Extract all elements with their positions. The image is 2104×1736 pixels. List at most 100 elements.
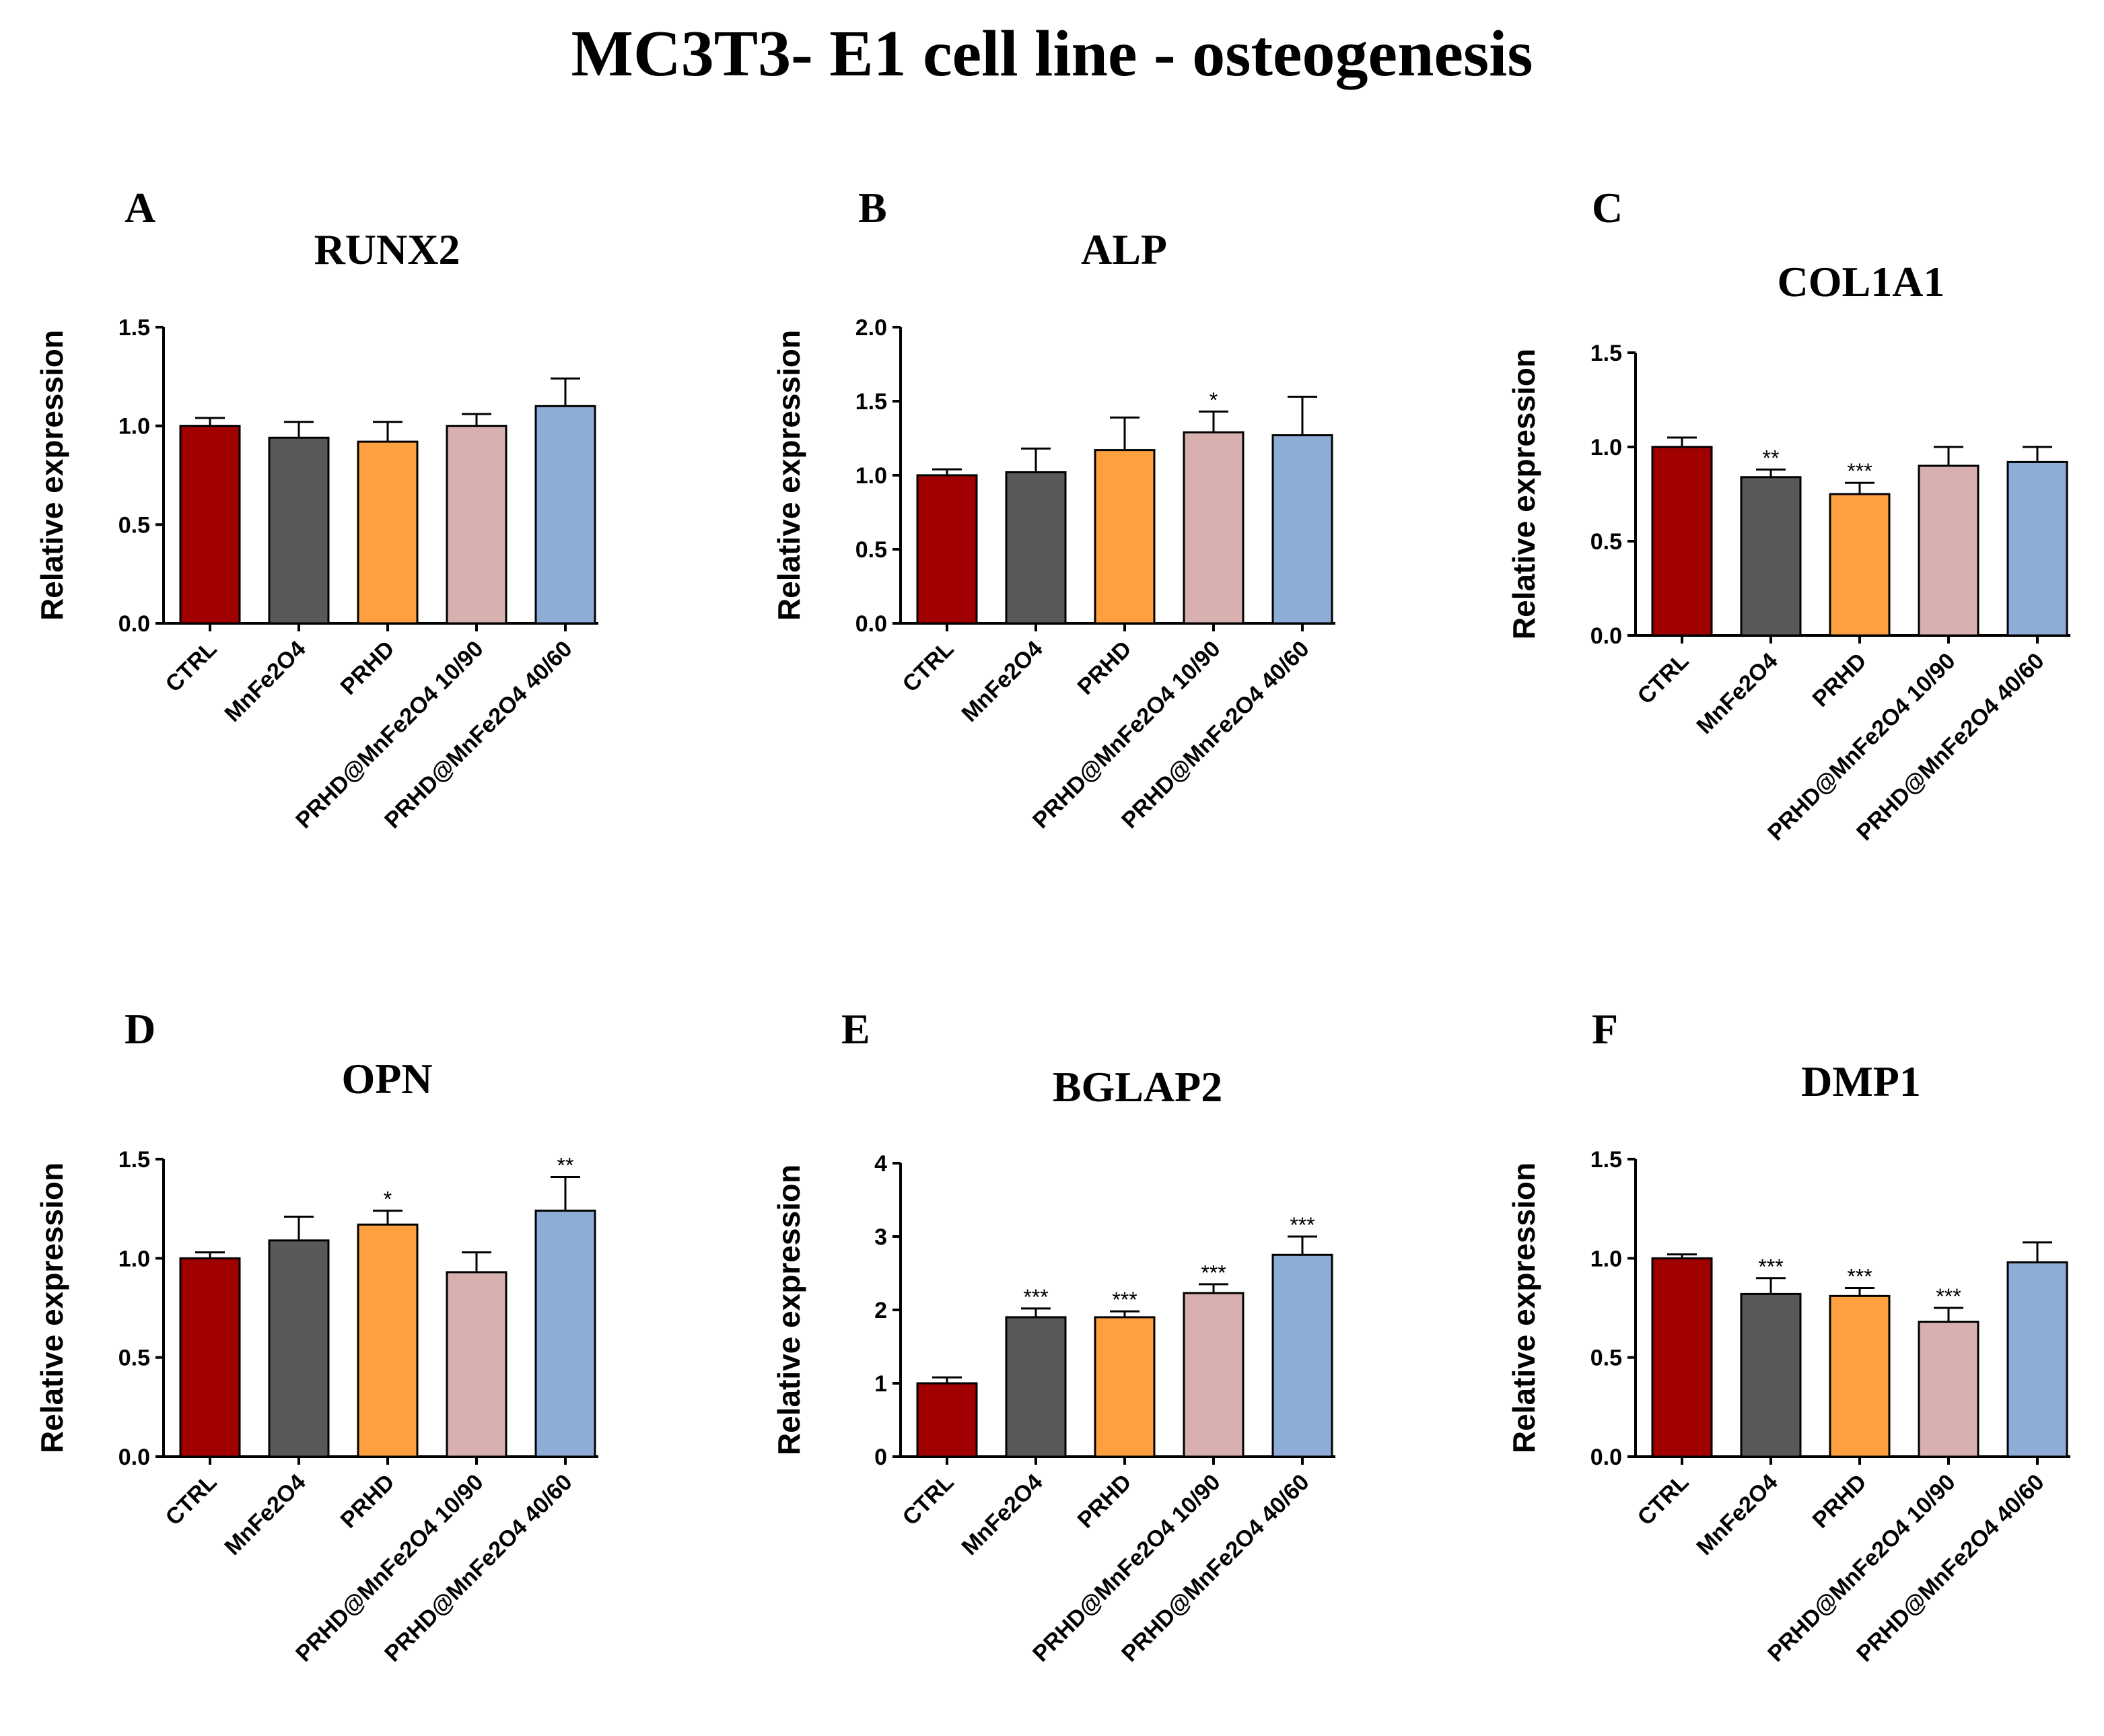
significance-label: *** — [1023, 1285, 1048, 1309]
y-axis-label: Relative expression — [1506, 1162, 1541, 1453]
y-tick-label: 0.5 — [1590, 1346, 1622, 1371]
x-category-label: MnFe2O4 — [957, 1469, 1048, 1560]
y-axis-label: Relative expression — [34, 330, 69, 621]
x-category-label: CTRL — [898, 1469, 959, 1531]
y-tick-label: 0.0 — [118, 611, 150, 637]
y-tick-label: 1.0 — [118, 1246, 150, 1272]
y-tick-label: 1.5 — [1590, 341, 1622, 366]
bar — [268, 1239, 330, 1458]
significance-label: *** — [1112, 1288, 1137, 1312]
x-category-label: PRHD — [336, 636, 400, 700]
y-axis-label: Relative expression — [1506, 349, 1541, 639]
bar — [1183, 431, 1244, 625]
panel-title: OPN — [341, 1055, 432, 1103]
panel-title: RUNX2 — [314, 225, 460, 273]
x-category-label: PRHD — [1073, 1469, 1137, 1533]
y-tick-label: 1 — [874, 1371, 887, 1397]
y-axis-label: Relative expression — [34, 1162, 69, 1453]
x-category-label: PRHD — [336, 1469, 400, 1533]
significance-label: *** — [1936, 1284, 1961, 1309]
significance-label: * — [1209, 388, 1218, 412]
x-category-label: PRHD@MnFe2O4 10/90 — [1028, 1469, 1225, 1667]
x-category-label: PRHD@MnFe2O4 40/60 — [1852, 648, 2049, 845]
y-tick-label: 4 — [874, 1151, 887, 1177]
significance-label: *** — [1201, 1261, 1226, 1285]
y-tick-label: 0.5 — [118, 1346, 150, 1371]
x-category-label: PRHD@MnFe2O4 10/90 — [291, 1469, 488, 1667]
x-category-label: MnFe2O4 — [220, 636, 311, 727]
y-tick-label: 0 — [874, 1445, 887, 1470]
bar — [179, 1257, 241, 1458]
bar — [1271, 434, 1333, 625]
panel-letter: B — [858, 184, 887, 232]
significance-label: * — [384, 1187, 392, 1212]
y-tick-label: 0.0 — [1590, 623, 1622, 649]
bar — [357, 1223, 419, 1458]
y-tick-label: 1.0 — [118, 414, 150, 440]
x-category-label: CTRL — [898, 636, 959, 697]
panel-letter: A — [125, 184, 155, 232]
panel-title: DMP1 — [1801, 1057, 1921, 1105]
bar — [268, 436, 330, 625]
panel-title: COL1A1 — [1778, 258, 1945, 306]
y-tick-label: 1.5 — [118, 1147, 150, 1173]
panel-title: BGLAP2 — [1053, 1063, 1222, 1111]
x-category-label: PRHD@MnFe2O4 10/90 — [1763, 648, 1960, 845]
x-category-label: PRHD — [1808, 648, 1872, 712]
bar — [1005, 471, 1067, 625]
x-category-label: MnFe2O4 — [1692, 648, 1783, 739]
bar — [1271, 1253, 1333, 1458]
bar — [446, 425, 507, 625]
significance-label: *** — [1290, 1213, 1314, 1237]
bar — [446, 1271, 507, 1458]
significance-label: *** — [1847, 459, 1872, 483]
bar — [1829, 493, 1891, 637]
x-category-label: PRHD — [1073, 636, 1137, 700]
x-category-label: PRHD@MnFe2O4 10/90 — [1763, 1469, 1960, 1667]
bar — [534, 1210, 596, 1458]
y-tick-label: 3 — [874, 1224, 887, 1250]
y-tick-label: 0.5 — [855, 537, 887, 563]
panel-b: B ALP Relative expression 0.0 0.5 1.0 1.5 2.0 CT… — [771, 184, 1335, 833]
x-category-label: CTRL — [1633, 648, 1694, 709]
panel-letter: C — [1592, 184, 1623, 232]
y-tick-label: 1.5 — [1590, 1147, 1622, 1173]
bar — [179, 425, 241, 625]
x-category-label: MnFe2O4 — [1692, 1469, 1783, 1560]
bar — [1829, 1294, 1891, 1458]
x-category-label: MnFe2O4 — [220, 1469, 311, 1560]
x-category-label: PRHD@MnFe2O4 40/60 — [380, 1469, 577, 1667]
significance-label: ** — [1763, 446, 1780, 471]
x-category-label: PRHD@MnFe2O4 40/60 — [1117, 636, 1314, 833]
significance-label: ** — [557, 1154, 574, 1178]
panel-title: ALP — [1081, 225, 1167, 273]
bar — [1651, 1257, 1713, 1458]
x-category-label: CTRL — [161, 1469, 222, 1531]
bar — [916, 1382, 978, 1458]
bar — [1094, 449, 1156, 625]
x-category-label: CTRL — [1633, 1469, 1694, 1531]
x-category-label: PRHD@MnFe2O4 10/90 — [291, 636, 488, 833]
bar — [1918, 1321, 1979, 1458]
bar — [1740, 476, 1802, 637]
panel-d: D OPN Relative expression 0.0 0.5 1.0 1.5 CTRLM… — [34, 1005, 598, 1667]
bar — [1918, 464, 1979, 637]
y-tick-label: 2 — [874, 1298, 887, 1323]
y-tick-label: 0.5 — [118, 512, 150, 538]
y-tick-label: 1.0 — [1590, 1246, 1622, 1272]
panel-f: F DMP1 Relative expression 0.0 0.5 1.0 1.5 CTRL… — [1506, 1005, 2070, 1667]
x-category-label: PRHD@MnFe2O4 40/60 — [380, 636, 577, 833]
bar — [2006, 460, 2068, 637]
y-tick-label: 0.5 — [1590, 529, 1622, 555]
y-tick-label: 0.0 — [855, 611, 887, 637]
y-tick-label: 1.0 — [1590, 435, 1622, 460]
bar — [1651, 446, 1713, 637]
bar — [1094, 1316, 1156, 1458]
x-category-label: PRHD@MnFe2O4 10/90 — [1028, 636, 1225, 833]
figure-title: MC3T3- E1 cell line - osteogenesis — [571, 18, 1533, 90]
y-tick-label: 0.0 — [118, 1445, 150, 1470]
bar — [357, 440, 419, 625]
x-category-label: PRHD — [1808, 1469, 1872, 1533]
y-tick-label: 1.5 — [855, 389, 887, 415]
bar — [1005, 1316, 1067, 1458]
